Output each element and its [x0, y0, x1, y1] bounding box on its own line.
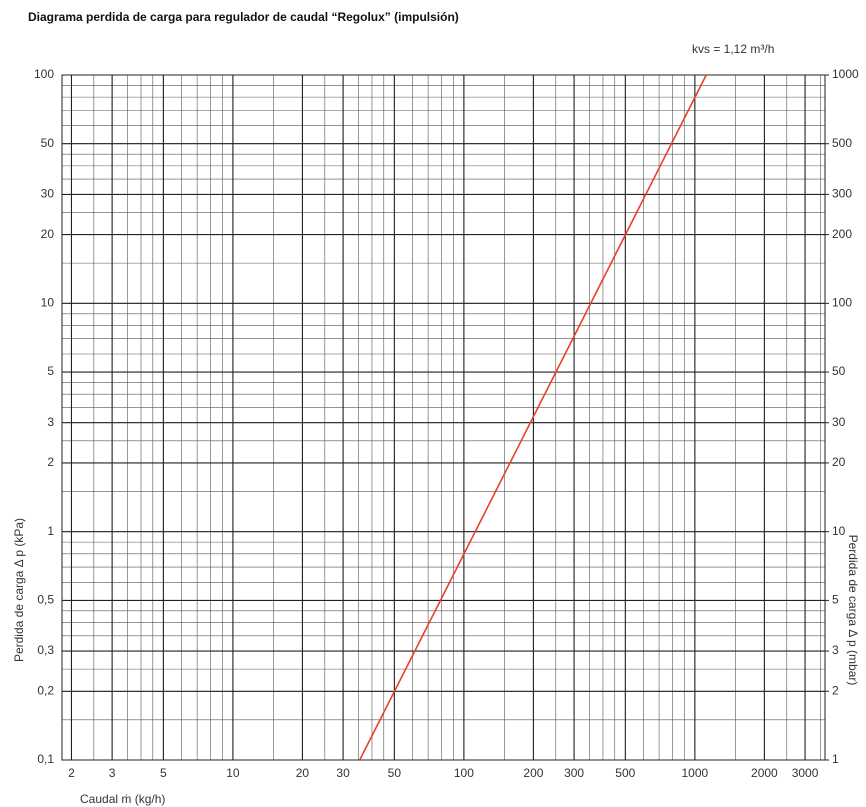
y-tick-label: 10	[41, 296, 55, 310]
y-tick-label: 3	[47, 415, 54, 429]
x-tick-label: 200	[523, 766, 543, 780]
y-tick-label: 50	[41, 136, 55, 150]
y-tick-label: 20	[41, 227, 55, 241]
y2-tick-label: 10	[832, 524, 846, 538]
y2-tick-label: 30	[832, 415, 846, 429]
y2-tick-label: 2	[832, 683, 839, 697]
y2-axis-label: Perdida de carga Δ p (mbar)	[846, 535, 860, 686]
y2-tick-label: 3	[832, 643, 839, 657]
annotation: kvs = 1,12 m³/h	[692, 42, 774, 56]
chart-title: Diagrama perdida de carga para regulador…	[28, 10, 459, 24]
x-tick-label: 3	[109, 766, 116, 780]
y-tick-label: 0,1	[37, 752, 54, 766]
y-tick-label: 5	[47, 364, 54, 378]
y2-tick-label: 1000	[832, 67, 859, 81]
y2-tick-label: 200	[832, 227, 852, 241]
y-tick-label: 0,3	[37, 643, 54, 657]
y-tick-label: 0,2	[37, 683, 54, 697]
y2-tick-label: 1	[832, 752, 839, 766]
x-tick-label: 5	[160, 766, 167, 780]
y2-tick-label: 100	[832, 296, 852, 310]
x-tick-label: 3000	[792, 766, 819, 780]
y-tick-label: 1	[47, 524, 54, 538]
y-tick-label: 2	[47, 455, 54, 469]
x-tick-label: 300	[564, 766, 584, 780]
y2-tick-label: 50	[832, 364, 846, 378]
x-tick-label: 2000	[751, 766, 778, 780]
x-tick-label: 30	[336, 766, 350, 780]
y2-tick-label: 300	[832, 187, 852, 201]
y-tick-label: 100	[34, 67, 54, 81]
y2-tick-label: 500	[832, 136, 852, 150]
x-tick-label: 10	[226, 766, 240, 780]
x-tick-label: 100	[454, 766, 474, 780]
x-tick-label: 1000	[681, 766, 708, 780]
series-line	[358, 74, 707, 761]
x-tick-label: 50	[388, 766, 402, 780]
y2-tick-label: 5	[832, 593, 839, 607]
y2-tick-label: 20	[832, 455, 846, 469]
x-tick-label: 500	[615, 766, 635, 780]
plot-frame	[61, 74, 826, 761]
x-tick-label: 20	[296, 766, 310, 780]
y-tick-label: 30	[41, 187, 55, 201]
x-tick-label: 2	[68, 766, 75, 780]
y-axis-label: Perdida de carga Δ p (kPa)	[12, 518, 26, 662]
y-tick-label: 0,5	[37, 593, 54, 607]
x-axis-label: Caudal ṁ (kg/h)	[80, 792, 165, 806]
